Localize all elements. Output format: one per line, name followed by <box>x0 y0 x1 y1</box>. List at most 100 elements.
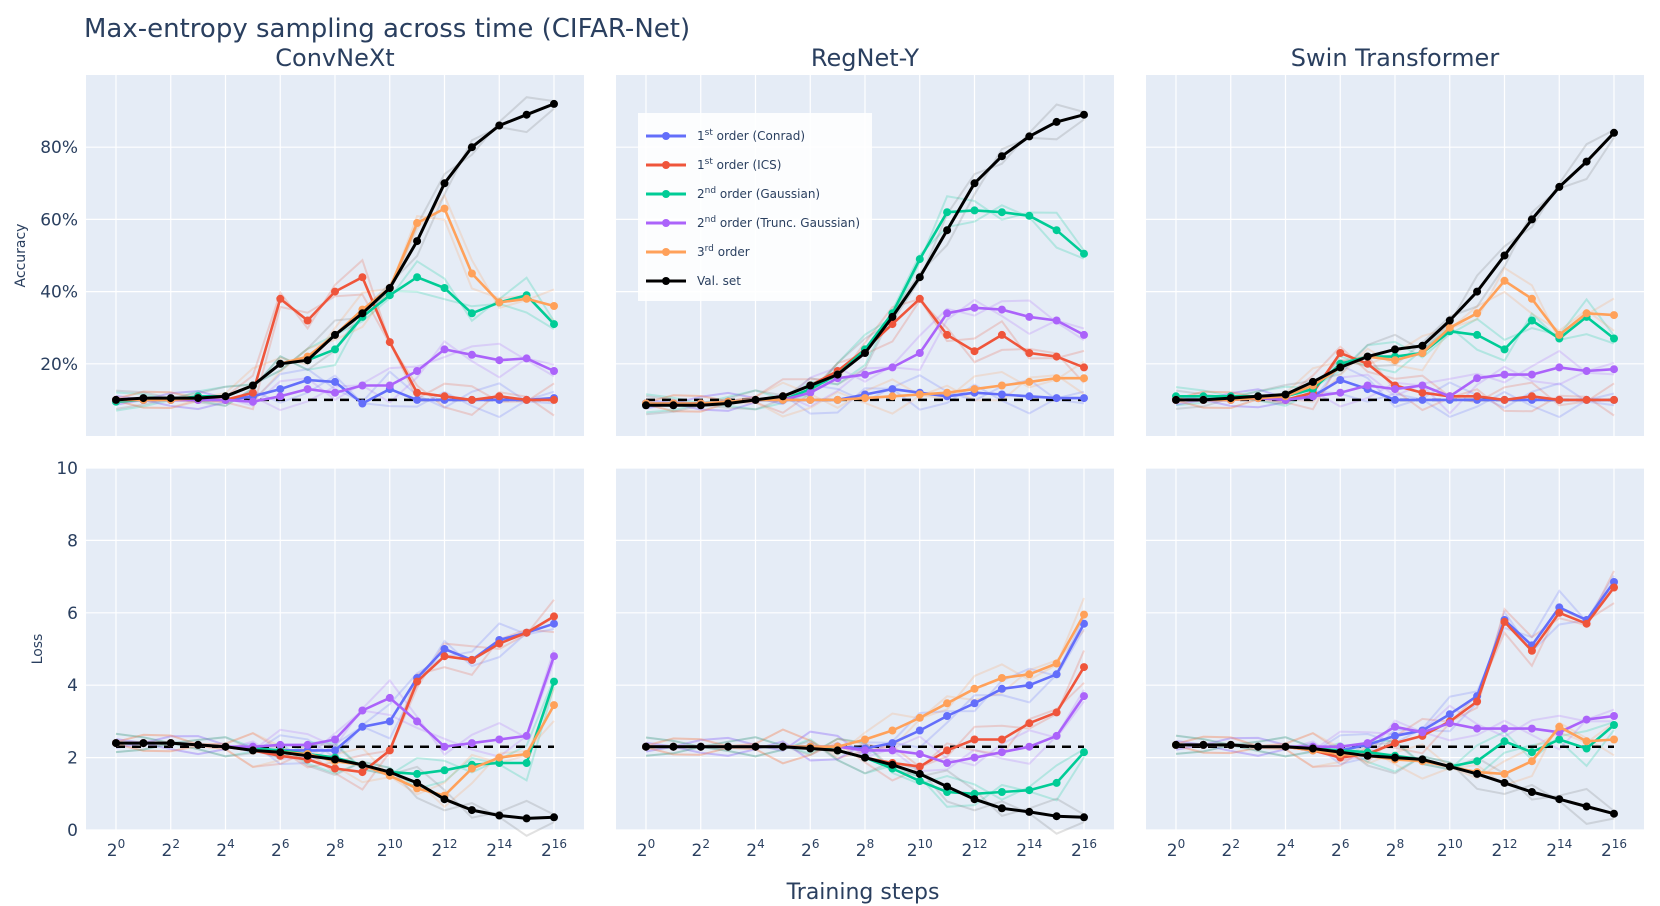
data-point-trunc <box>1363 739 1372 748</box>
data-point-trunc <box>495 735 504 744</box>
accuracy-subplot: 20% 40% 60% 80% Accuracy <box>13 75 584 436</box>
data-point-trunc <box>522 354 531 363</box>
data-point-third <box>1527 294 1536 303</box>
data-point-trunc <box>331 735 339 744</box>
data-point-conrad <box>276 385 285 394</box>
data-point-val <box>221 392 230 401</box>
y-axis-title: Loss <box>30 634 46 665</box>
data-point-val <box>1527 215 1536 224</box>
seed-line-val <box>1175 129 1615 400</box>
data-point-gaussian <box>413 769 422 778</box>
data-point-gaussian <box>522 759 531 767</box>
data-point-val <box>642 742 650 751</box>
legend-label: 2nd order (Gaussian) <box>697 186 820 201</box>
data-point-third <box>1555 330 1564 339</box>
data-point-third <box>1610 735 1618 744</box>
data-point-val <box>1254 742 1263 751</box>
data-point-conrad <box>1391 395 1399 404</box>
data-point-val <box>550 813 558 822</box>
data-point-trunc <box>385 381 394 390</box>
data-point-val <box>1172 740 1180 749</box>
data-point-val <box>806 744 815 753</box>
data-point-conrad <box>1445 710 1454 719</box>
data-point-ics <box>522 395 531 404</box>
data-point-conrad <box>385 717 394 726</box>
data-point-third <box>1391 356 1399 365</box>
data-point-ics <box>1336 349 1345 357</box>
seed-line-gaussian <box>1175 729 1615 778</box>
data-point-third <box>915 390 924 399</box>
legend-swatch-marker <box>662 161 670 169</box>
data-point-val <box>970 179 979 188</box>
legend-item-ics: 1st order (ICS) <box>646 157 781 172</box>
data-point-val <box>1025 132 1034 141</box>
data-point-ics <box>1582 395 1591 404</box>
data-point-third <box>888 726 897 735</box>
data-point-third <box>440 204 449 213</box>
data-point-third <box>1582 309 1591 318</box>
data-point-val <box>1500 778 1509 787</box>
y-tick-label: 60% <box>40 210 78 230</box>
data-point-trunc <box>1052 316 1061 325</box>
data-point-val <box>778 392 787 401</box>
x-tick-label: 26 <box>801 837 819 861</box>
data-point-conrad <box>1080 619 1088 628</box>
data-point-val <box>1336 748 1345 757</box>
seed-line-gaussian <box>1175 297 1615 398</box>
seed-line-third <box>115 215 555 410</box>
x-tick-label: 24 <box>746 837 764 861</box>
data-point-val <box>751 742 760 751</box>
data-point-val <box>1336 363 1345 372</box>
data-point-trunc <box>1308 392 1317 401</box>
data-point-ics <box>997 330 1006 339</box>
data-point-val <box>358 309 367 318</box>
seed-line-third <box>645 597 1085 756</box>
panel-title: Swin Transformer <box>1291 44 1500 72</box>
data-point-ics <box>331 287 339 296</box>
x-tick-label: 22 <box>162 837 180 861</box>
data-point-third <box>522 750 531 758</box>
data-point-gaussian <box>1052 778 1061 787</box>
seed-line-third <box>115 193 555 400</box>
data-point-trunc <box>385 693 394 702</box>
data-point-gaussian <box>915 777 924 786</box>
y-axis-title: Accuracy <box>13 224 29 288</box>
data-point-third <box>1052 374 1061 383</box>
data-point-val <box>166 739 175 748</box>
data-point-conrad <box>1025 681 1034 690</box>
data-point-gaussian <box>1025 786 1034 795</box>
data-point-val <box>1308 744 1317 753</box>
legend-item-gaussian: 2nd order (Gaussian) <box>646 186 820 201</box>
seed-line-trunc <box>115 649 555 760</box>
data-point-gaussian <box>331 345 339 354</box>
seed-line-third <box>1175 721 1615 787</box>
data-point-val <box>1226 740 1235 749</box>
data-point-ics <box>997 735 1006 744</box>
data-point-val <box>888 760 897 769</box>
data-point-conrad <box>888 739 897 748</box>
seed-line-trunc <box>645 689 1085 773</box>
data-point-val <box>669 401 678 410</box>
data-point-trunc <box>1527 724 1536 733</box>
data-point-val <box>1473 769 1482 778</box>
data-point-trunc <box>440 742 449 751</box>
data-point-gaussian <box>1052 226 1061 235</box>
data-point-third <box>1445 323 1454 332</box>
seed-line-third <box>645 629 1085 765</box>
series-val <box>112 99 558 404</box>
data-point-third <box>467 269 476 278</box>
data-point-val <box>139 739 148 748</box>
y-tick-label: 40% <box>40 283 78 303</box>
data-point-val <box>385 768 394 777</box>
seed-line-val <box>115 732 555 819</box>
data-point-trunc <box>440 345 449 354</box>
x-tick-label: 210 <box>1437 837 1463 861</box>
seed-line-trunc <box>645 298 1085 412</box>
data-point-ics <box>413 388 422 397</box>
data-point-ics <box>1473 697 1482 706</box>
data-point-third <box>550 302 558 310</box>
data-point-gaussian <box>440 766 449 775</box>
data-point-trunc <box>1391 385 1399 394</box>
data-point-val <box>303 356 312 365</box>
